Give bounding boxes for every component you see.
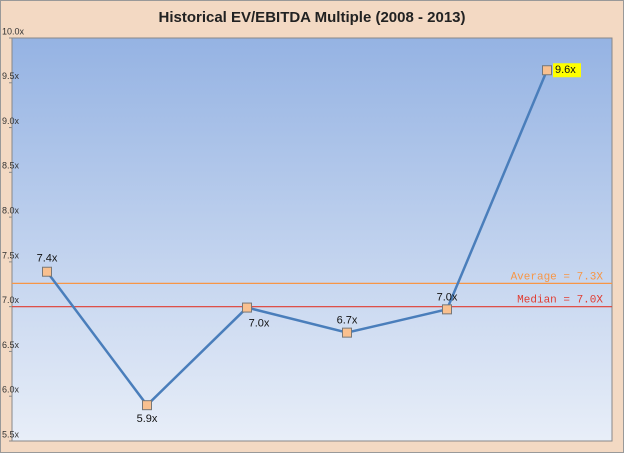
reference-label: Median = 7.0X	[517, 295, 603, 307]
label-highlight	[553, 63, 581, 78]
marker	[442, 304, 452, 315]
y-tick-label: 10.0x	[2, 26, 25, 36]
y-tick-label: 8.5x	[2, 161, 20, 171]
line	[45, 69, 549, 408]
reference-label: Average = 7.3X	[511, 271, 604, 283]
y-tick-label: 6.0x	[2, 385, 20, 395]
marker	[342, 327, 352, 338]
data-label: 7.4x	[37, 253, 58, 265]
y-tick-label: 7.0x	[2, 295, 20, 305]
marker	[542, 65, 552, 76]
plot-area	[11, 37, 613, 442]
data-label: 9.6x	[555, 64, 576, 76]
marker	[242, 302, 252, 313]
y-tick-label: 8.0x	[2, 205, 20, 215]
y-tick-label: 5.5x	[2, 429, 20, 439]
data-label: 7.0x	[437, 291, 458, 303]
data-label: 7.0x	[249, 317, 270, 329]
y-tick-label: 9.0x	[2, 116, 20, 126]
y-tick-label: 7.5x	[2, 250, 20, 260]
marker	[142, 400, 152, 411]
marker	[42, 266, 52, 277]
data-label: 6.7x	[337, 315, 358, 327]
y-tick-label: 9.5x	[2, 71, 20, 81]
data-label: 5.9x	[137, 413, 158, 425]
y-tick-label: 6.5x	[2, 340, 20, 350]
chart-title: Historical EV/EBITDA Multiple (2008 - 20…	[158, 9, 465, 26]
